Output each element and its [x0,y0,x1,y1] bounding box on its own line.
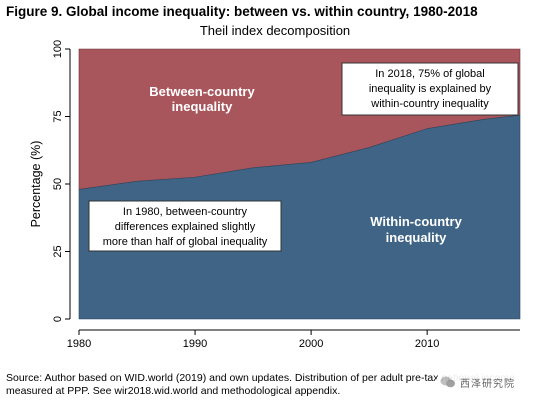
watermark-text: 西泽研究院 [460,378,515,390]
annotation-text-1980: In 1980, between-country differences expl… [103,206,268,248]
x-tick-label: 1990 [183,338,207,350]
y-tick-label: 75 [52,110,64,122]
figure-subtitle: Theil index decomposition [199,23,351,38]
y-tick-label: 50 [52,178,64,190]
annotation-box-2018 [341,62,519,116]
x-tick-label: 2000 [299,338,323,350]
watermark: 西泽研究院 [436,372,550,392]
within-country-area [78,114,521,320]
y-tick-label: 25 [52,245,64,257]
annotation-box-1980 [88,200,282,252]
within-country-label: Within-country inequality [370,214,462,245]
x-tick-label: 1980 [67,338,91,350]
figure-title: Figure 9. Global income inequality: betw… [6,4,478,19]
y-tick-label: 100 [52,40,64,58]
wechat-icon [440,376,455,388]
between-country-label: Between-country inequality [149,84,255,114]
source-note: Source: Author based on WID.world (2019)… [6,372,515,397]
y-tick-label: 0 [52,316,64,322]
x-tick-label: 2010 [415,338,439,350]
y-axis-title: Percentage (%) [29,141,43,228]
annotation-text-2018: In 2018, 75% of global inequality is expl… [369,68,492,110]
